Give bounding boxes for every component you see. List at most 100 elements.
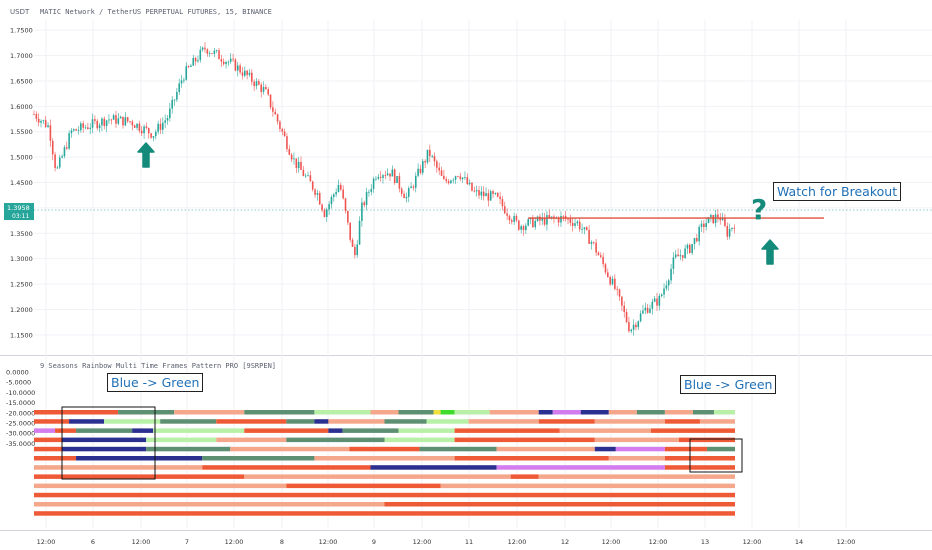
rainbow-segment [678, 437, 735, 443]
candle-body [391, 169, 394, 177]
grid-lines [34, 20, 932, 528]
candle-body [262, 87, 265, 92]
time-tick-label: 12:00 [132, 538, 151, 546]
rainbow-segment [706, 446, 735, 452]
candle [201, 46, 204, 52]
candle [429, 144, 431, 163]
candle [403, 190, 405, 199]
candle-body [300, 161, 302, 170]
candle [431, 154, 433, 159]
rainbow-segment [34, 483, 287, 489]
rainbow-segment [34, 465, 203, 470]
candle [574, 218, 576, 229]
candle [644, 302, 647, 315]
candle [82, 120, 84, 133]
candle-body [213, 50, 216, 54]
candle-body [77, 130, 80, 132]
candle-body [656, 298, 658, 306]
candle-body [251, 72, 253, 82]
time-tick-label: 6 [91, 538, 95, 546]
indicator-title[interactable]: 9 Seasons Rainbow Multi Time Frames Patt… [40, 362, 277, 370]
candle-body [389, 173, 391, 177]
rainbow-segment [34, 446, 63, 452]
candle-body [717, 214, 719, 218]
candle-body [129, 121, 131, 123]
candle-body [471, 182, 473, 191]
candle-body [375, 178, 377, 180]
candle-body [65, 147, 68, 149]
candle [447, 178, 450, 185]
candle [691, 244, 693, 256]
candle [232, 53, 234, 62]
candle [337, 179, 340, 193]
candle-body [443, 175, 445, 180]
candle [248, 69, 251, 77]
candle [398, 172, 401, 193]
candle [65, 141, 68, 151]
candle [597, 250, 600, 256]
candle [642, 304, 644, 315]
candle-body [672, 257, 675, 269]
candle-body [506, 213, 508, 216]
rainbow-segment [384, 502, 735, 507]
rainbow-segment [580, 410, 609, 415]
candle-body [714, 214, 717, 224]
candle [325, 207, 328, 222]
candle [211, 53, 213, 55]
candle-body [131, 121, 134, 126]
candle-body [501, 199, 504, 207]
candle [94, 115, 96, 125]
candle-body [234, 59, 237, 71]
candle [187, 65, 190, 69]
candle-body [590, 241, 593, 244]
candle-body [546, 215, 548, 225]
rainbow-segment [440, 410, 455, 415]
candle-body [124, 117, 127, 126]
candle-body [35, 114, 38, 119]
candle-body [307, 175, 309, 177]
candle-body [623, 305, 626, 312]
candle [136, 123, 138, 131]
candle-body [112, 115, 115, 120]
rainbow-segment [118, 410, 175, 415]
candle [548, 209, 551, 219]
candle [358, 216, 361, 246]
candle-body [405, 196, 408, 199]
candle [541, 212, 544, 225]
candle-body [482, 191, 485, 197]
candle [169, 102, 171, 122]
price-tick-label: 1.1500 [10, 331, 33, 339]
candle-body [166, 118, 169, 121]
candle-body [674, 254, 677, 258]
rainbow-segment [34, 428, 56, 433]
candle-body [588, 229, 590, 244]
candle-body [464, 177, 466, 178]
candle [96, 118, 99, 131]
candle [733, 224, 736, 234]
symbol-title[interactable]: MATIC Network / TetherUS PERPETUAL FUTUR… [40, 8, 272, 16]
candle-body [340, 184, 342, 190]
candle-body [707, 217, 710, 224]
rainbow-segment [286, 483, 441, 489]
candle-body [80, 123, 82, 131]
candle-body [94, 119, 96, 121]
rainbow-segment [314, 410, 371, 415]
rainbow-segment [636, 410, 665, 415]
candle-body [518, 220, 520, 230]
candle-body [508, 215, 511, 221]
candle [670, 263, 672, 284]
candle [651, 298, 654, 315]
indicator-tick-label: -5.0000 [6, 379, 31, 387]
watch-breakout-label: Watch for Breakout [773, 182, 902, 201]
candle [157, 120, 159, 135]
rainbow-segment [146, 437, 217, 443]
time-tick-label: 12:00 [37, 538, 56, 546]
rainbow-segment [62, 437, 147, 443]
rainbow-segment [454, 456, 609, 461]
candle-body [363, 202, 366, 206]
candle-body [297, 161, 300, 169]
candle [166, 115, 169, 125]
candle [330, 194, 333, 209]
